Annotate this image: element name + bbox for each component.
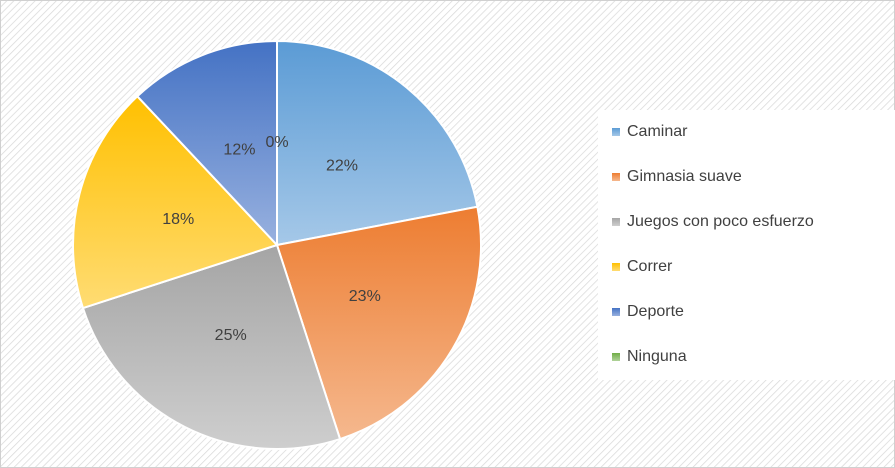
pie-slice (275, 205, 482, 441)
pie-slice (81, 243, 342, 450)
pie-slice (72, 94, 279, 310)
legend-box (598, 110, 895, 380)
legend-label: Ninguna (627, 348, 687, 365)
legend-label: Deporte (627, 303, 684, 320)
legend-label: Caminar (627, 123, 688, 140)
legend-label: Juegos con poco esfuerzo (627, 213, 814, 230)
data-label: 0% (265, 134, 288, 151)
legend-label: Correr (627, 258, 673, 275)
legend-marker (612, 218, 620, 226)
legend-marker (612, 128, 620, 136)
pie-slice (135, 39, 278, 248)
data-label: 22% (326, 158, 358, 175)
data-label: 12% (223, 141, 255, 158)
data-label: 18% (162, 211, 194, 228)
data-label: 25% (215, 327, 247, 344)
legend-marker (612, 308, 620, 316)
legend-label: Gimnasia suave (627, 168, 742, 185)
data-label: 23% (349, 288, 381, 305)
legend-marker (612, 263, 620, 271)
legend-marker (612, 173, 620, 181)
legend-marker (612, 353, 620, 361)
pie-slice (276, 39, 479, 247)
